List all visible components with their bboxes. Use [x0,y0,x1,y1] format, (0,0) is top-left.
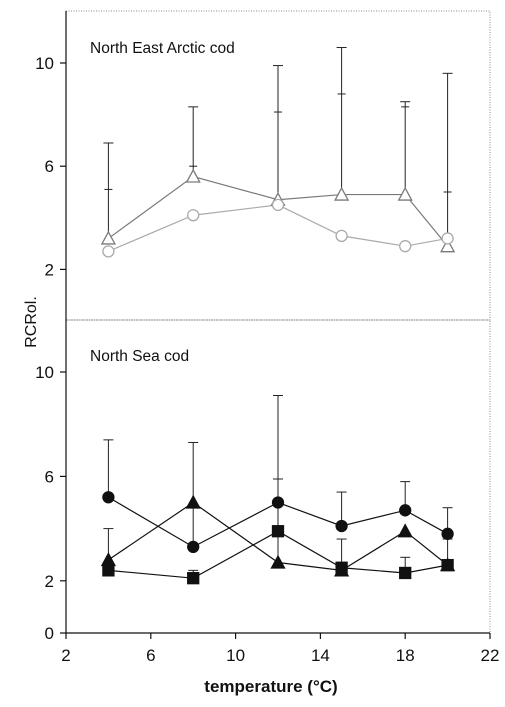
data-point [102,245,115,258]
x-tick-label: 14 [311,646,330,665]
x-tick-label: 10 [226,646,245,665]
series-line [108,496,448,548]
y-tick-label: 10 [35,363,54,382]
data-point [440,238,456,253]
data-markers [100,168,456,585]
y-axis-label: RCRol. [23,296,40,348]
series-line [108,175,449,247]
error-bars [103,47,453,579]
y-tick-label: 0 [45,624,54,643]
x-axis-label: temperature (°C) [204,677,337,696]
data-point [399,566,412,580]
data-point [271,525,285,538]
x-tick-label: 6 [146,646,155,665]
data-point [397,523,413,538]
data-point [187,540,200,554]
data-point [100,230,116,245]
bottom-panel-title: North Sea cod [90,348,189,365]
data-point [399,240,412,253]
data-point [397,186,413,201]
y-tick-label: 2 [45,572,54,591]
y-tick-label: 10 [35,54,54,73]
data-point [441,232,454,245]
x-tick-label: 2 [61,646,70,665]
y-tick-label: 6 [45,157,54,176]
y-tick-label: 6 [45,467,54,486]
data-point [102,564,115,577]
series-line [108,530,448,579]
y-tick-label: 2 [45,260,54,279]
x-tick-label: 22 [481,646,500,665]
data-point [185,494,201,509]
data-point [187,572,200,585]
data-point [441,558,454,572]
data-point [270,554,286,569]
data-point [271,198,285,212]
top-panel-title: North East Arctic cod [90,40,235,57]
data-point [102,491,115,504]
series-line [108,204,448,252]
data-point [271,496,285,509]
x-tick-label: 18 [396,646,415,665]
data-point [334,186,350,201]
data-point [335,519,348,533]
data-point [185,168,201,183]
data-point [100,552,116,567]
data-point [399,504,412,517]
top-panel-frame [65,10,491,321]
data-point [441,527,454,540]
data-point [187,209,200,222]
data-point [335,561,348,574]
data-point [335,229,348,243]
